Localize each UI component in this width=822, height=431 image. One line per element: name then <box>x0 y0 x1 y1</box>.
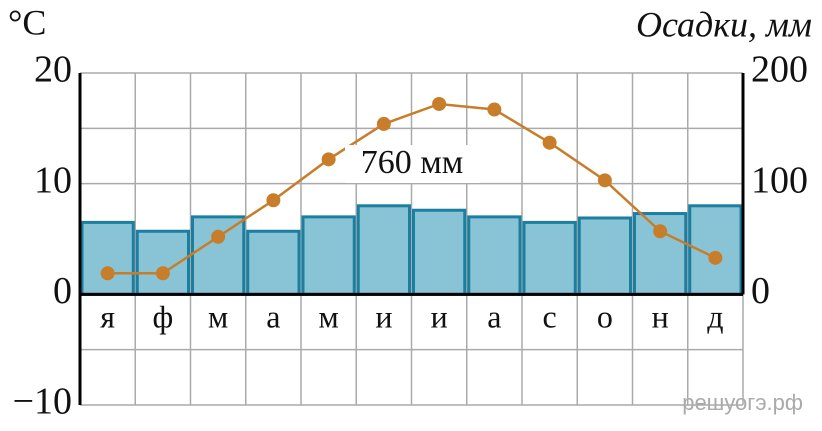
bar <box>577 216 632 296</box>
point <box>708 250 723 265</box>
point <box>542 135 557 150</box>
x-tick-label: и <box>375 298 392 334</box>
y2-tick-label: 100 <box>751 159 808 201</box>
point <box>487 102 502 117</box>
x-tick-label: с <box>543 298 557 334</box>
x-tick-label: о <box>597 298 613 334</box>
point <box>653 224 668 239</box>
x-tick-label: ф <box>153 298 174 334</box>
x-tick-label: а <box>266 298 280 334</box>
y-axis-label: °C <box>8 2 46 42</box>
watermark: решуогэ.рф <box>682 390 803 415</box>
bar <box>80 220 135 296</box>
x-tick-label: н <box>652 298 669 334</box>
y2-axis-label: Осадки, мм <box>636 4 812 44</box>
y-tick-label: 20 <box>34 49 72 91</box>
annotation-bg <box>345 145 480 183</box>
point <box>100 266 115 281</box>
y2-tick-label: 0 <box>751 270 770 312</box>
bar <box>522 220 577 296</box>
x-tick-label: м <box>208 298 228 334</box>
bar <box>467 215 522 296</box>
point <box>266 193 281 208</box>
x-tick-label: м <box>319 298 339 334</box>
bar <box>412 208 467 296</box>
line <box>107 102 716 275</box>
x-tick-label: и <box>431 298 448 334</box>
bar <box>191 215 246 296</box>
y2-tick-label: 200 <box>751 49 808 91</box>
point <box>155 266 170 281</box>
y-tick-label: −10 <box>13 381 72 423</box>
bar <box>356 204 411 296</box>
annotation: 760 мм <box>361 144 464 181</box>
bar <box>301 215 356 296</box>
point <box>211 229 226 244</box>
point <box>597 173 612 188</box>
point <box>321 152 336 167</box>
y-tick-label: 10 <box>34 159 72 201</box>
bar <box>246 229 301 296</box>
x-tick-label: а <box>487 298 501 334</box>
point <box>376 116 391 131</box>
point <box>432 96 447 111</box>
y-tick-label: 0 <box>53 270 72 312</box>
x-tick-label: я <box>100 298 115 334</box>
x-tick-label: д <box>707 298 723 334</box>
